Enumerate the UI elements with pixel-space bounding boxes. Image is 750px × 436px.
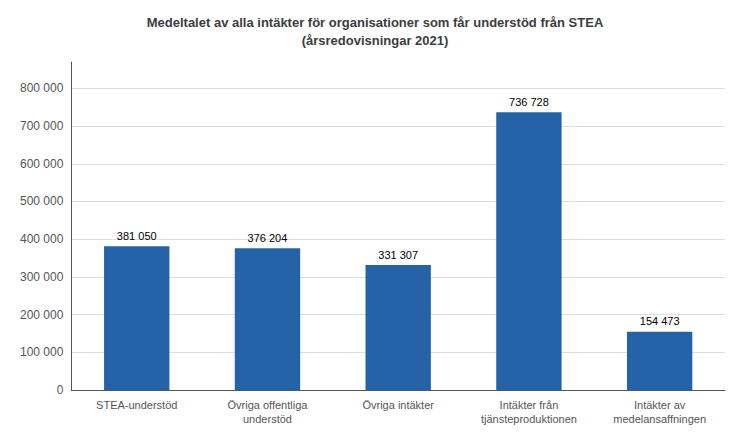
svg-text:Övriga intäkter: Övriga intäkter: [362, 399, 434, 411]
svg-text:381 050: 381 050: [117, 230, 157, 242]
svg-text:tjänsteproduktionen: tjänsteproduktionen: [481, 413, 577, 425]
svg-text:Övriga offentliga: Övriga offentliga: [228, 399, 309, 411]
svg-text:331 307: 331 307: [378, 249, 418, 261]
svg-text:376 204: 376 204: [248, 232, 288, 244]
svg-text:understöd: understöd: [243, 413, 292, 425]
svg-text:800 000: 800 000: [20, 81, 64, 95]
svg-text:0: 0: [57, 383, 64, 397]
svg-text:Intäkter från: Intäkter från: [500, 399, 559, 411]
svg-text:Medeltalet av alla intäkter fö: Medeltalet av alla intäkter för organisa…: [147, 15, 604, 30]
svg-text:100 000: 100 000: [20, 345, 64, 359]
svg-text:STEA-understöd: STEA-understöd: [96, 399, 177, 411]
svg-text:700 000: 700 000: [20, 119, 64, 133]
svg-text:(årsredovisningar 2021): (årsredovisningar 2021): [302, 33, 449, 48]
svg-text:200 000: 200 000: [20, 308, 64, 322]
svg-text:300 000: 300 000: [20, 270, 64, 284]
svg-text:600 000: 600 000: [20, 157, 64, 171]
svg-text:500 000: 500 000: [20, 194, 64, 208]
svg-text:154 473: 154 473: [640, 315, 680, 327]
svg-text:Intäkter av: Intäkter av: [634, 399, 686, 411]
svg-text:736 728: 736 728: [509, 96, 549, 108]
svg-text:medelansaffningen: medelansaffningen: [613, 413, 706, 425]
svg-text:400 000: 400 000: [20, 232, 64, 246]
